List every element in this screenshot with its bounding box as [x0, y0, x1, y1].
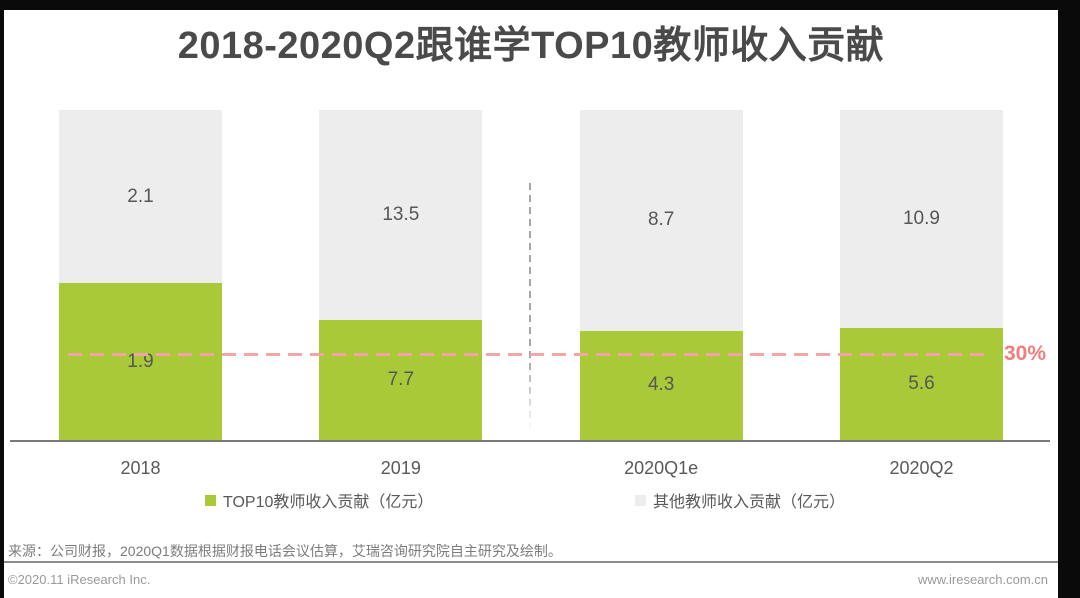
threshold-dashed-line [68, 353, 986, 356]
legend-label-other: 其他教师收入贡献（亿元） [653, 494, 846, 511]
legend-item-other: 其他教师收入贡献（亿元） [635, 491, 846, 511]
bar-segment-other-2019 [319, 110, 483, 321]
bar-segment-top10-2019 [319, 320, 483, 440]
legend-item-top10: TOP10教师收入贡献（亿元） [205, 491, 434, 511]
value-label-other-2020Q2: 10.9 [902, 208, 940, 229]
category-label-2020Q1e: 2020Q1e [624, 458, 699, 478]
category-label-2018: 2018 [120, 458, 161, 478]
bar-segment-top10-2020Q1e [579, 330, 743, 440]
category-label-2019: 2019 [380, 458, 421, 478]
copyright-text: ©2020.11 iResearch Inc. [8, 572, 151, 587]
bar-segment-other-2020Q1e [579, 110, 743, 331]
value-label-other-2020Q1e: 8.7 [647, 209, 675, 231]
value-label-other-2019: 13.5 [382, 204, 420, 226]
bar-segment-top10-2018 [59, 283, 222, 440]
chart-title: 2018-2020Q2跟谁学TOP10教师收入贡献 [177, 25, 885, 67]
footer-divider-line [4, 561, 1058, 563]
website-text: www.iresearch.com.cn [917, 572, 1048, 587]
value-label-top10-2020Q1e: 4.3 [647, 374, 675, 396]
legend-label-top10: TOP10教师收入贡献（亿元） [223, 494, 434, 511]
bar-segment-other-2018 [59, 110, 222, 284]
chart-legend: TOP10教师收入贡献（亿元） 其他教师收入贡献（亿元） [4, 491, 1058, 511]
chart-plot-area: 2.1 1.9 2018 13.5 7.7 2019 8.7 4.3 2020Q1e 10.9 5.… [4, 10, 1058, 598]
report-page: 2018-2020Q2跟谁学TOP10教师收入贡献 2.1 1.9 2018 13.5… [4, 10, 1058, 598]
legend-swatch-other [635, 494, 646, 506]
value-label-top10-2019: 7.7 [387, 369, 415, 391]
value-label-top10-2020Q2: 5.6 [908, 373, 935, 394]
legend-swatch-top10 [205, 494, 216, 506]
bar-segment-top10-2020Q2 [839, 328, 1003, 440]
bar-segment-other-2020Q2 [839, 110, 1003, 328]
annual-quarterly-separator-line [529, 183, 531, 433]
value-label-other-2018: 2.1 [127, 185, 154, 207]
threshold-label: 30% [1004, 342, 1047, 365]
x-axis-line [10, 440, 1050, 442]
source-note: 来源：公司财报，2020Q1数据根据财报电话会议估算，艾瑞咨询研究院自主研究及绘… [8, 543, 562, 559]
category-label-2020Q2: 2020Q2 [889, 458, 954, 478]
